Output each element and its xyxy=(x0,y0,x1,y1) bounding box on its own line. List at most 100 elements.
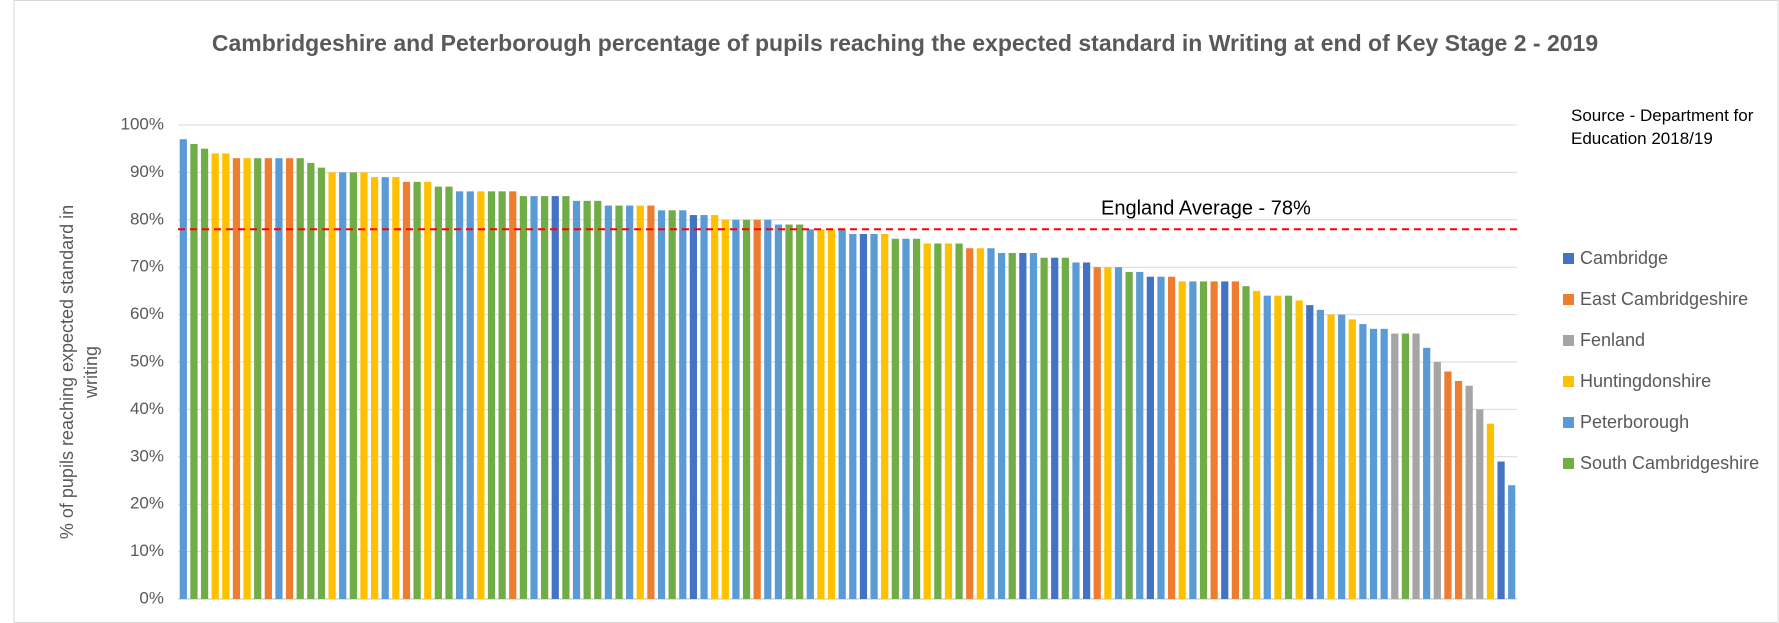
bar xyxy=(583,200,591,599)
bar xyxy=(615,205,623,599)
bar xyxy=(445,186,453,599)
bar xyxy=(285,158,294,599)
bar xyxy=(1274,295,1282,599)
bar xyxy=(1348,319,1356,599)
bar xyxy=(1391,333,1399,599)
legend-swatch xyxy=(1563,335,1574,346)
bar xyxy=(1242,286,1250,599)
bar xyxy=(509,191,517,600)
bar xyxy=(1284,295,1293,599)
bar xyxy=(923,243,931,599)
bar xyxy=(1040,257,1048,599)
bar xyxy=(1327,314,1335,599)
bar xyxy=(1029,252,1038,600)
bar xyxy=(370,177,379,599)
y-tick-label: 20% xyxy=(130,494,164,513)
bar xyxy=(657,210,666,599)
bar xyxy=(243,158,251,599)
bar xyxy=(934,243,942,599)
bar xyxy=(1369,328,1378,599)
bar xyxy=(487,191,496,600)
bar xyxy=(1433,362,1441,599)
bar xyxy=(1423,347,1431,599)
chart-title: Cambridgeshire and Peterborough percenta… xyxy=(211,30,1599,56)
bar xyxy=(1178,281,1186,599)
bar xyxy=(530,196,538,599)
bar xyxy=(732,219,740,600)
bar xyxy=(955,243,963,599)
bar xyxy=(700,215,708,599)
bar xyxy=(987,248,995,600)
bar xyxy=(339,172,347,599)
bar xyxy=(392,177,400,599)
legend-label: Fenland xyxy=(1580,330,1645,350)
bar xyxy=(360,172,368,599)
y-tick-label: 40% xyxy=(130,399,164,418)
bar xyxy=(1401,333,1410,599)
y-tick-label: 100% xyxy=(121,114,164,133)
bar xyxy=(572,200,581,599)
bar xyxy=(562,196,570,599)
bar xyxy=(636,205,644,599)
legend-label: Peterborough xyxy=(1580,412,1689,432)
bar xyxy=(753,219,761,600)
bar xyxy=(402,181,411,599)
bar xyxy=(222,153,230,599)
bar xyxy=(817,229,825,599)
legend-label: Cambridge xyxy=(1580,248,1668,268)
bar xyxy=(742,219,751,600)
bar xyxy=(1157,276,1165,599)
bar xyxy=(859,234,868,599)
bar xyxy=(1380,328,1388,599)
bar xyxy=(944,243,953,599)
bar xyxy=(1497,461,1505,599)
bar xyxy=(1104,267,1112,599)
bar xyxy=(1114,267,1123,599)
bar xyxy=(966,248,974,600)
bar xyxy=(881,234,889,599)
bar xyxy=(1444,371,1452,599)
bar xyxy=(838,229,846,599)
bar xyxy=(317,167,326,599)
bar xyxy=(1306,305,1314,599)
bar xyxy=(328,172,336,599)
bar xyxy=(264,158,272,599)
bar xyxy=(296,158,304,599)
bar xyxy=(1051,257,1059,599)
bar xyxy=(477,191,485,600)
y-tick-label: 50% xyxy=(130,351,164,370)
bar xyxy=(1476,409,1484,599)
y-axis-label: % of pupils reaching expected standard i… xyxy=(57,204,101,540)
bar xyxy=(211,153,219,599)
bar xyxy=(764,219,772,600)
bar xyxy=(1146,276,1154,599)
bar xyxy=(1210,281,1218,599)
legend-label: East Cambridgeshire xyxy=(1580,289,1748,309)
y-tick-label: 60% xyxy=(130,304,164,323)
bar xyxy=(1125,271,1133,599)
bar xyxy=(626,205,634,599)
y-tick-label: 90% xyxy=(130,162,164,181)
bar xyxy=(1231,281,1239,599)
bar xyxy=(689,215,698,599)
bar xyxy=(1338,314,1346,599)
bar xyxy=(541,196,549,599)
reference-label: England Average - 78% xyxy=(1101,198,1311,220)
y-tick-label: 80% xyxy=(130,209,164,228)
bar xyxy=(721,219,729,600)
bar xyxy=(1253,290,1261,599)
bar xyxy=(785,224,793,600)
bar xyxy=(1199,281,1208,599)
bar xyxy=(179,139,187,599)
bar xyxy=(976,248,984,600)
bar xyxy=(604,205,613,599)
bar xyxy=(1189,281,1197,599)
bar xyxy=(254,158,262,599)
bar xyxy=(424,181,432,599)
bar xyxy=(1316,309,1325,599)
legend-label: South Cambridgeshire xyxy=(1580,453,1759,473)
bar xyxy=(1465,385,1473,599)
bar xyxy=(594,200,602,599)
